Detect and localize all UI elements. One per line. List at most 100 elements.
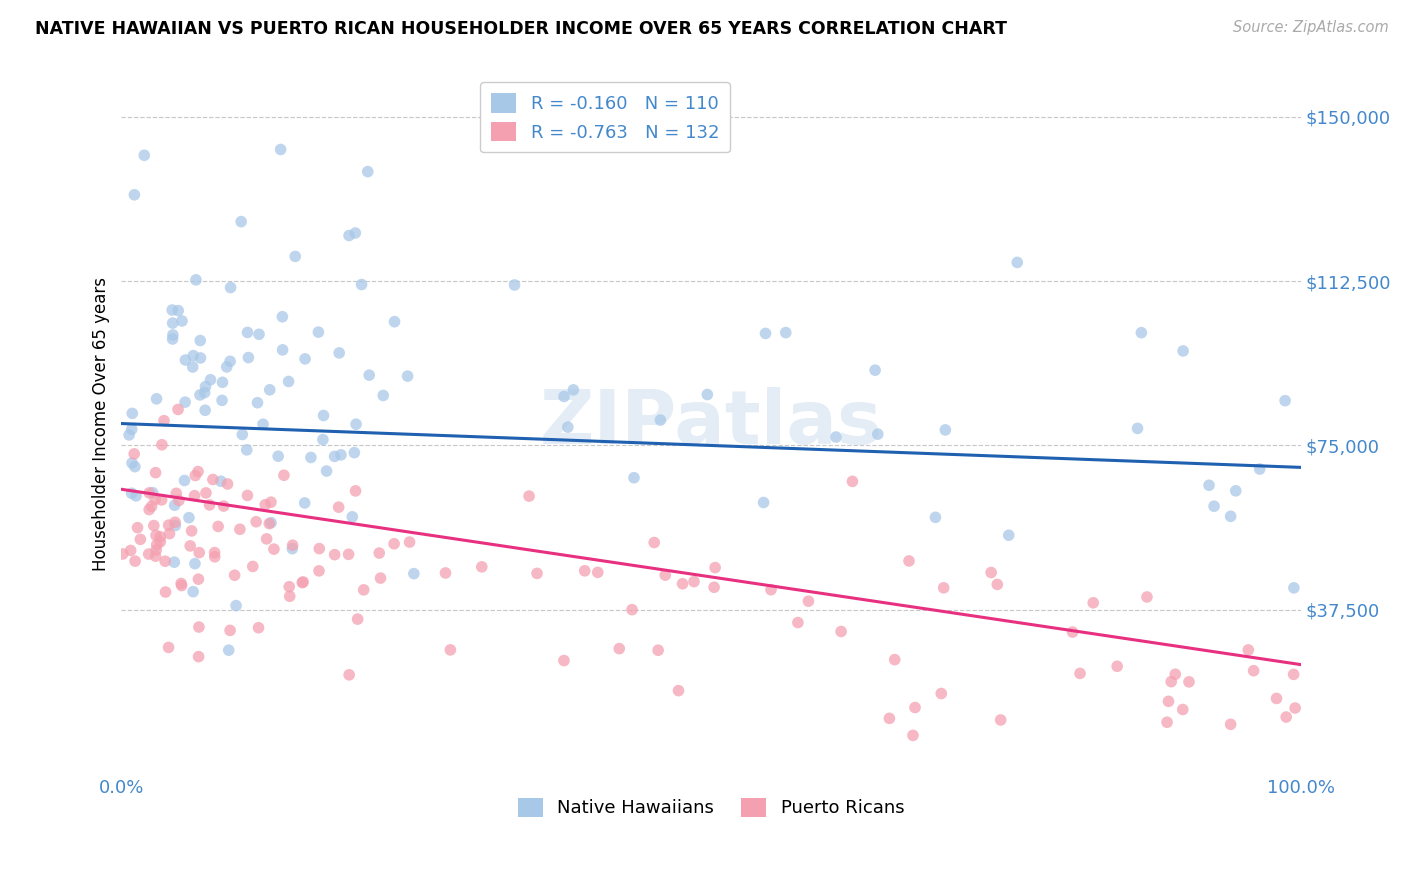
Point [236, 442, 259, 457]
Point [1274, 393, 1296, 408]
Point [256, 532, 278, 546]
Point [142, 518, 165, 533]
Point [1130, 326, 1153, 340]
Point [165, 518, 187, 533]
Point [370, 571, 392, 585]
Point [163, 555, 186, 569]
Point [825, 430, 848, 444]
Point [194, 403, 217, 417]
Point [342, 509, 364, 524]
Point [754, 326, 776, 341]
Point [181, 584, 204, 599]
Point [170, 578, 193, 592]
Point [337, 547, 360, 561]
Point [174, 353, 197, 368]
Point [1249, 462, 1271, 476]
Point [236, 488, 259, 502]
Point [187, 465, 209, 479]
Point [1062, 625, 1084, 640]
Point [143, 492, 166, 507]
Point [396, 369, 419, 384]
Point [696, 387, 718, 401]
Point [180, 524, 202, 538]
Point [986, 577, 1008, 591]
Point [188, 334, 211, 348]
Point [654, 568, 676, 582]
Point [359, 368, 381, 383]
Point [553, 654, 575, 668]
Point [299, 450, 322, 465]
Point [281, 541, 304, 556]
Point [398, 535, 420, 549]
Point [267, 449, 290, 463]
Point [260, 516, 283, 530]
Point [246, 395, 269, 409]
Point [183, 489, 205, 503]
Point [980, 566, 1002, 580]
Point [901, 728, 924, 742]
Point [184, 557, 207, 571]
Point [215, 359, 238, 374]
Point [328, 500, 350, 515]
Point [200, 373, 222, 387]
Point [247, 621, 270, 635]
Point [254, 498, 277, 512]
Point [357, 164, 380, 178]
Text: NATIVE HAWAIIAN VS PUERTO RICAN HOUSEHOLDER INCOME OVER 65 YEARS CORRELATION CHA: NATIVE HAWAIIAN VS PUERTO RICAN HOUSEHOL… [35, 20, 1007, 37]
Point [229, 522, 252, 536]
Point [924, 510, 946, 524]
Point [1069, 666, 1091, 681]
Point [337, 668, 360, 682]
Point [167, 493, 190, 508]
Point [1202, 499, 1225, 513]
Point [373, 388, 395, 402]
Point [190, 351, 212, 365]
Point [863, 363, 886, 377]
Point [207, 519, 229, 533]
Point [1178, 674, 1201, 689]
Point [439, 643, 461, 657]
Point [124, 554, 146, 568]
Point [278, 589, 301, 603]
Point [271, 310, 294, 324]
Point [291, 575, 314, 590]
Point [1284, 701, 1306, 715]
Point [574, 564, 596, 578]
Point [1275, 710, 1298, 724]
Point [211, 393, 233, 408]
Point [212, 499, 235, 513]
Point [671, 576, 693, 591]
Point [1219, 717, 1241, 731]
Point [245, 515, 267, 529]
Point [1007, 255, 1029, 269]
Point [1083, 596, 1105, 610]
Point [209, 474, 232, 488]
Point [586, 566, 609, 580]
Point [273, 468, 295, 483]
Point [217, 477, 239, 491]
Point [120, 543, 142, 558]
Point [170, 314, 193, 328]
Point [204, 546, 226, 560]
Point [231, 427, 253, 442]
Point [643, 535, 665, 549]
Point [219, 624, 242, 638]
Point [129, 533, 152, 547]
Point [344, 226, 367, 240]
Point [150, 438, 173, 452]
Point [284, 249, 307, 263]
Point [704, 560, 727, 574]
Point [138, 486, 160, 500]
Point [155, 585, 177, 599]
Point [307, 325, 329, 339]
Point [1219, 509, 1241, 524]
Point [121, 406, 143, 420]
Point [797, 594, 820, 608]
Point [187, 572, 209, 586]
Point [231, 214, 253, 228]
Point [141, 500, 163, 514]
Point [904, 700, 927, 714]
Point [1198, 478, 1220, 492]
Point [315, 464, 337, 478]
Point [125, 489, 148, 503]
